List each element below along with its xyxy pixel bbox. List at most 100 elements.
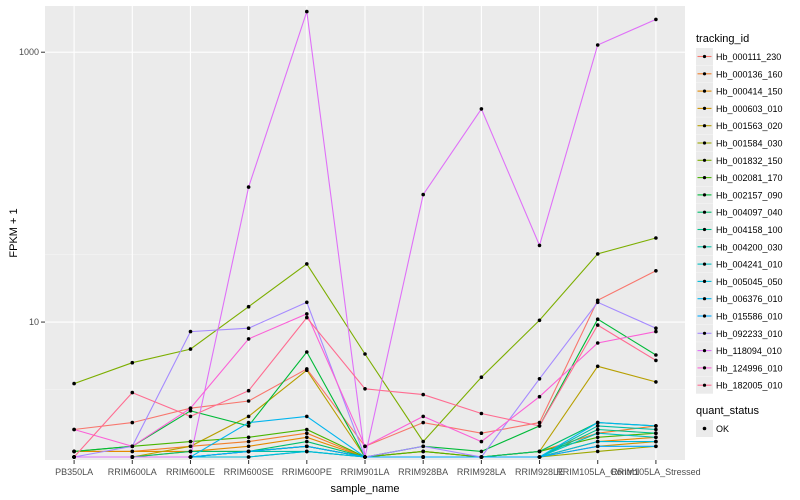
data-point	[595, 300, 600, 305]
data-point	[537, 424, 542, 428]
data-point	[421, 455, 426, 459]
data-point	[595, 323, 600, 327]
data-point	[188, 449, 193, 454]
legend-label: Hb_000414_150	[716, 87, 783, 97]
y-tick-label: 1000	[19, 47, 39, 57]
x-tick-label: RRIM928LE	[515, 467, 564, 477]
data-point	[246, 424, 251, 428]
legend-label: Hb_002081_170	[716, 173, 783, 183]
data-point	[188, 414, 193, 419]
legend-key-point	[702, 349, 707, 353]
data-point	[479, 455, 484, 459]
legend-label: Hb_006376_010	[716, 294, 783, 304]
data-point	[479, 439, 484, 444]
data-point	[654, 329, 658, 334]
legend-key-point	[702, 54, 707, 59]
data-point	[537, 420, 542, 425]
data-point	[188, 444, 193, 449]
data-point	[130, 420, 135, 425]
data-point	[421, 392, 426, 397]
legend-key-point	[702, 193, 707, 197]
data-point	[305, 435, 309, 440]
x-tick-label: RRIM600LA	[108, 467, 157, 477]
data-point	[305, 9, 309, 14]
legend-key-point	[702, 245, 707, 249]
legend-label: Hb_001584_030	[716, 139, 783, 149]
legend-key-point	[702, 158, 707, 162]
x-axis-title: sample_name	[330, 483, 399, 495]
legend-status-point	[702, 426, 707, 431]
legend-key-point	[702, 314, 707, 318]
legend-label: Hb_182005_010	[716, 381, 783, 391]
data-point	[246, 420, 251, 425]
data-point	[595, 364, 600, 369]
data-point	[537, 318, 542, 323]
legend-label: Hb_015586_010	[716, 312, 783, 322]
x-tick-label: RRIM600LE	[166, 467, 215, 477]
data-point	[421, 449, 426, 454]
data-point	[537, 455, 542, 459]
data-point	[363, 387, 367, 391]
data-point	[188, 455, 193, 459]
data-point	[305, 300, 309, 305]
x-tick-label: RRIM928LA	[457, 467, 506, 477]
data-point	[305, 312, 309, 316]
legend-key-point	[702, 106, 707, 110]
data-point	[246, 326, 251, 331]
legend-key-point	[702, 383, 707, 387]
data-point	[479, 375, 484, 380]
legend-status-label: OK	[716, 424, 729, 434]
data-point	[246, 304, 251, 309]
data-point	[246, 399, 251, 403]
y-tick-label: 10	[29, 317, 39, 327]
data-point	[188, 329, 193, 334]
data-point	[595, 43, 600, 47]
data-point	[363, 444, 367, 449]
x-tick-label: RRIM600PE	[282, 467, 332, 477]
data-point	[246, 185, 251, 189]
data-point	[188, 347, 193, 351]
data-point	[130, 455, 135, 459]
x-tick-label: PB350LA	[55, 467, 93, 477]
data-point	[72, 427, 76, 432]
data-point	[595, 444, 600, 449]
data-point	[72, 449, 76, 454]
data-point	[654, 427, 658, 432]
data-point	[595, 449, 600, 454]
data-point	[130, 390, 135, 395]
data-point	[72, 381, 76, 386]
legend-label: Hb_001832_150	[716, 156, 783, 166]
data-point	[130, 449, 135, 454]
data-point	[421, 414, 426, 419]
legend-label: Hb_005045_050	[716, 277, 783, 287]
data-point	[246, 449, 251, 454]
legend-label: Hb_002157_090	[716, 190, 783, 200]
legend-label: Hb_124996_010	[716, 363, 783, 373]
data-point	[305, 449, 309, 454]
legend-key-point	[702, 141, 707, 145]
data-point	[305, 315, 309, 320]
legend-label: Hb_001563_020	[716, 121, 783, 131]
x-tick-label: RRIM600SE	[224, 467, 274, 477]
data-point	[305, 439, 309, 444]
data-point	[654, 326, 658, 331]
data-point	[305, 414, 309, 419]
x-tick-label: RRIM901LA	[340, 467, 389, 477]
data-point	[246, 414, 251, 419]
data-point	[130, 444, 135, 449]
data-point	[72, 455, 76, 459]
legend-label: Hb_000136_160	[716, 69, 783, 79]
data-point	[246, 435, 251, 440]
data-point	[595, 420, 600, 425]
data-point	[595, 435, 600, 440]
data-point	[537, 449, 542, 454]
data-point	[246, 337, 251, 341]
data-point	[363, 455, 367, 459]
data-point	[595, 424, 600, 428]
data-point	[595, 439, 600, 444]
data-point	[595, 431, 600, 436]
data-point	[305, 444, 309, 449]
legend-key-point	[702, 279, 707, 283]
legend-key-point	[702, 176, 707, 180]
